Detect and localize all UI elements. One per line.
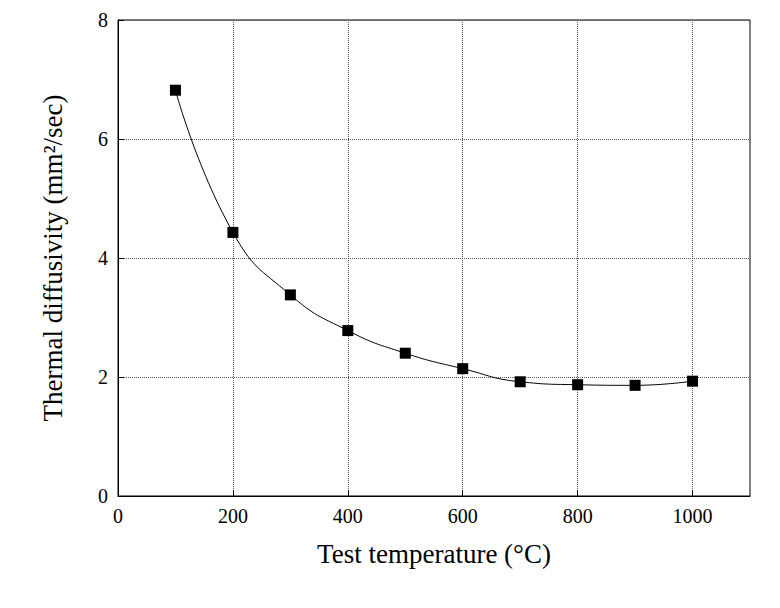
svg-text:Thermal diffusivity (mm²/sec): Thermal diffusivity (mm²/sec) [38,94,68,421]
svg-text:6: 6 [98,128,108,150]
svg-text:800: 800 [563,505,593,527]
svg-text:200: 200 [218,505,248,527]
svg-text:0: 0 [98,485,108,507]
svg-text:1000: 1000 [673,505,713,527]
svg-text:Test temperature (°C): Test temperature (°C) [317,539,551,569]
svg-text:0: 0 [113,505,123,527]
svg-text:4: 4 [98,247,108,269]
svg-text:8: 8 [98,9,108,31]
svg-text:2: 2 [98,366,108,388]
svg-text:400: 400 [333,505,363,527]
svg-text:600: 600 [448,505,478,527]
